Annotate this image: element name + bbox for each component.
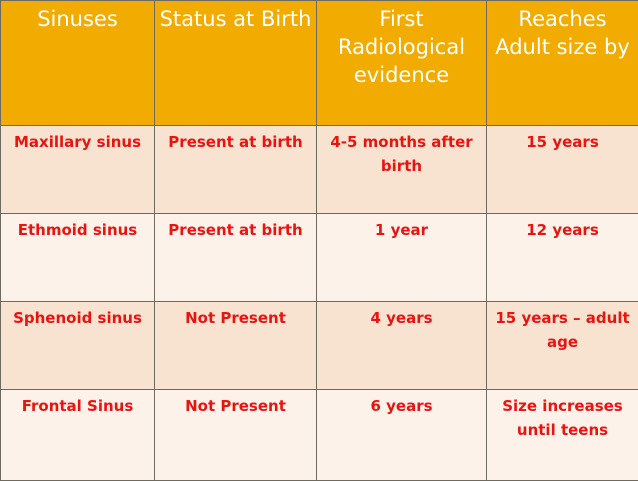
cell-status-at-birth: Present at birth	[155, 214, 317, 302]
cell-sinus-name: Sphenoid sinus	[1, 302, 155, 390]
cell-first-radiological-evidence: 4 years	[317, 302, 487, 390]
cell-sinus-name: Maxillary sinus	[1, 126, 155, 214]
header-status-at-birth: Status at Birth	[155, 1, 317, 126]
cell-adult-size-age: Size increases until teens	[487, 390, 638, 481]
table-row: Sphenoid sinus Not Present 4 years 15 ye…	[1, 302, 638, 390]
header-sinuses: Sinuses	[1, 1, 155, 126]
cell-sinus-name: Frontal Sinus	[1, 390, 155, 481]
cell-status-at-birth: Present at birth	[155, 126, 317, 214]
cell-sinus-name: Ethmoid sinus	[1, 214, 155, 302]
table-row: Ethmoid sinus Present at birth 1 year 12…	[1, 214, 638, 302]
cell-adult-size-age: 15 years – adult age	[487, 302, 638, 390]
table-row: Maxillary sinus Present at birth 4-5 mon…	[1, 126, 638, 214]
cell-status-at-birth: Not Present	[155, 390, 317, 481]
table-row: Frontal Sinus Not Present 6 years Size i…	[1, 390, 638, 481]
cell-adult-size-age: 12 years	[487, 214, 638, 302]
cell-first-radiological-evidence: 4-5 months after birth	[317, 126, 487, 214]
cell-status-at-birth: Not Present	[155, 302, 317, 390]
header-reaches-adult-size: Reaches Adult size by	[487, 1, 638, 126]
cell-adult-size-age: 15 years	[487, 126, 638, 214]
table-header-row: Sinuses Status at Birth First Radiologic…	[1, 1, 638, 126]
cell-first-radiological-evidence: 1 year	[317, 214, 487, 302]
header-first-radiological-evidence: First Radiological evidence	[317, 1, 487, 126]
cell-first-radiological-evidence: 6 years	[317, 390, 487, 481]
